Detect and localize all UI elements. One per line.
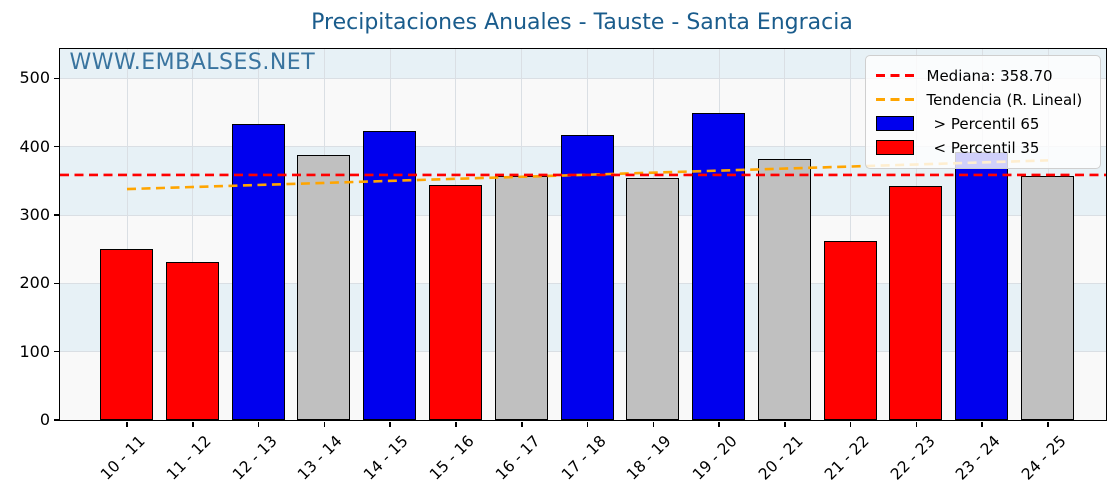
- y-tick-label: 300: [19, 205, 50, 225]
- y-tick-label: 100: [19, 341, 50, 361]
- x-tick-label: 23 - 24: [952, 432, 1005, 484]
- chart-title: Precipitaciones Anuales - Tauste - Santa…: [311, 10, 853, 35]
- bar-22-23: [889, 185, 943, 420]
- bar-15-16: [428, 185, 482, 420]
- x-tick-mark: [191, 421, 194, 427]
- y-tick-mark: [54, 350, 59, 353]
- x-tick-label: 19 - 20: [689, 432, 741, 484]
- median-dashed-line-icon: [875, 74, 914, 77]
- x-tick-mark: [981, 421, 984, 427]
- x-tick-label: 10 - 11: [97, 432, 149, 484]
- x-tick-label: 17 - 18: [557, 432, 610, 484]
- bars: [60, 49, 1106, 420]
- x-tick-label: 20 - 21: [755, 432, 807, 484]
- x-tick-mark: [784, 421, 786, 427]
- x-tick-mark: [257, 421, 260, 427]
- v-gridline: [126, 48, 128, 420]
- red-bar-swatch-icon: [875, 140, 914, 155]
- bar-23-24: [955, 151, 1009, 420]
- legend-item-percentil-65: > Percentil 65: [875, 112, 1090, 136]
- legend: Mediana: 358.70 Tendencia (R. Lineal) > …: [864, 54, 1101, 169]
- plot-area: WWW.EMBALSES.NET Mediana: 358.70 Tendenc…: [58, 47, 1107, 421]
- h-gridline: [59, 77, 1106, 79]
- x-tick-mark: [126, 421, 128, 427]
- bar-10-11: [100, 248, 153, 420]
- y-tick-mark: [54, 77, 59, 80]
- v-gridline: [192, 48, 194, 420]
- y-tick-mark: [54, 145, 59, 148]
- x-tick-label: 13 - 14: [294, 432, 347, 484]
- legend-label-median: Mediana: 358.70: [926, 66, 1053, 85]
- v-gridline: [850, 48, 852, 420]
- y-tick-mark: [54, 214, 59, 216]
- x-tick-label: 14 - 15: [360, 432, 412, 484]
- bar-20-21: [757, 158, 811, 420]
- y-tick-label: 0: [39, 410, 50, 429]
- x-tick-label: 12 - 13: [228, 432, 281, 484]
- x-tick-mark: [323, 421, 326, 427]
- y-tick-label: 500: [19, 68, 50, 88]
- x-tick-mark: [455, 421, 457, 427]
- x-tick-label: 16 - 17: [491, 432, 544, 484]
- bar-21-22: [823, 240, 877, 420]
- legend-label-percentil-35: < Percentil 35: [933, 138, 1040, 157]
- x-tick-label: 21 - 22: [820, 432, 873, 484]
- x-tick-label: 15 - 16: [426, 432, 478, 484]
- x-tick-label: 11 - 12: [162, 432, 215, 484]
- bar-11-12: [165, 262, 219, 420]
- y-tick-label: 400: [19, 136, 50, 156]
- blue-bar-swatch-icon: [875, 116, 914, 131]
- legend-label-trend: Tendencia (R. Lineal): [926, 90, 1083, 109]
- y-tick-mark: [54, 419, 59, 421]
- legend-item-median: Mediana: 358.70: [875, 64, 1090, 88]
- trend-dashed-line-icon: [875, 98, 914, 101]
- x-tick-label: 24 - 25: [1018, 432, 1070, 484]
- x-tick-mark: [718, 421, 720, 427]
- bar-18-19: [626, 177, 680, 420]
- x-tick-mark: [849, 421, 852, 427]
- x-tick-mark: [652, 421, 655, 427]
- watermark: WWW.EMBALSES.NET: [69, 49, 316, 75]
- x-tick-mark: [389, 421, 391, 427]
- bar-16-17: [494, 175, 548, 420]
- bar-24-25: [1021, 175, 1075, 420]
- x-tick-label: 18 - 19: [623, 432, 676, 484]
- legend-item-percentil-35: < Percentil 35: [875, 136, 1090, 160]
- legend-item-trend: Tendencia (R. Lineal): [875, 88, 1090, 112]
- y-tick-mark: [54, 282, 59, 285]
- y-tick-label: 200: [19, 273, 50, 293]
- bar-13-14: [297, 155, 351, 420]
- x-tick-mark: [520, 421, 523, 427]
- x-tick-mark: [915, 421, 918, 427]
- x-tick-mark: [586, 421, 589, 427]
- x-tick-mark: [1047, 421, 1049, 427]
- legend-label-percentil-65: > Percentil 65: [933, 114, 1040, 133]
- x-tick-label: 22 - 23: [886, 432, 939, 484]
